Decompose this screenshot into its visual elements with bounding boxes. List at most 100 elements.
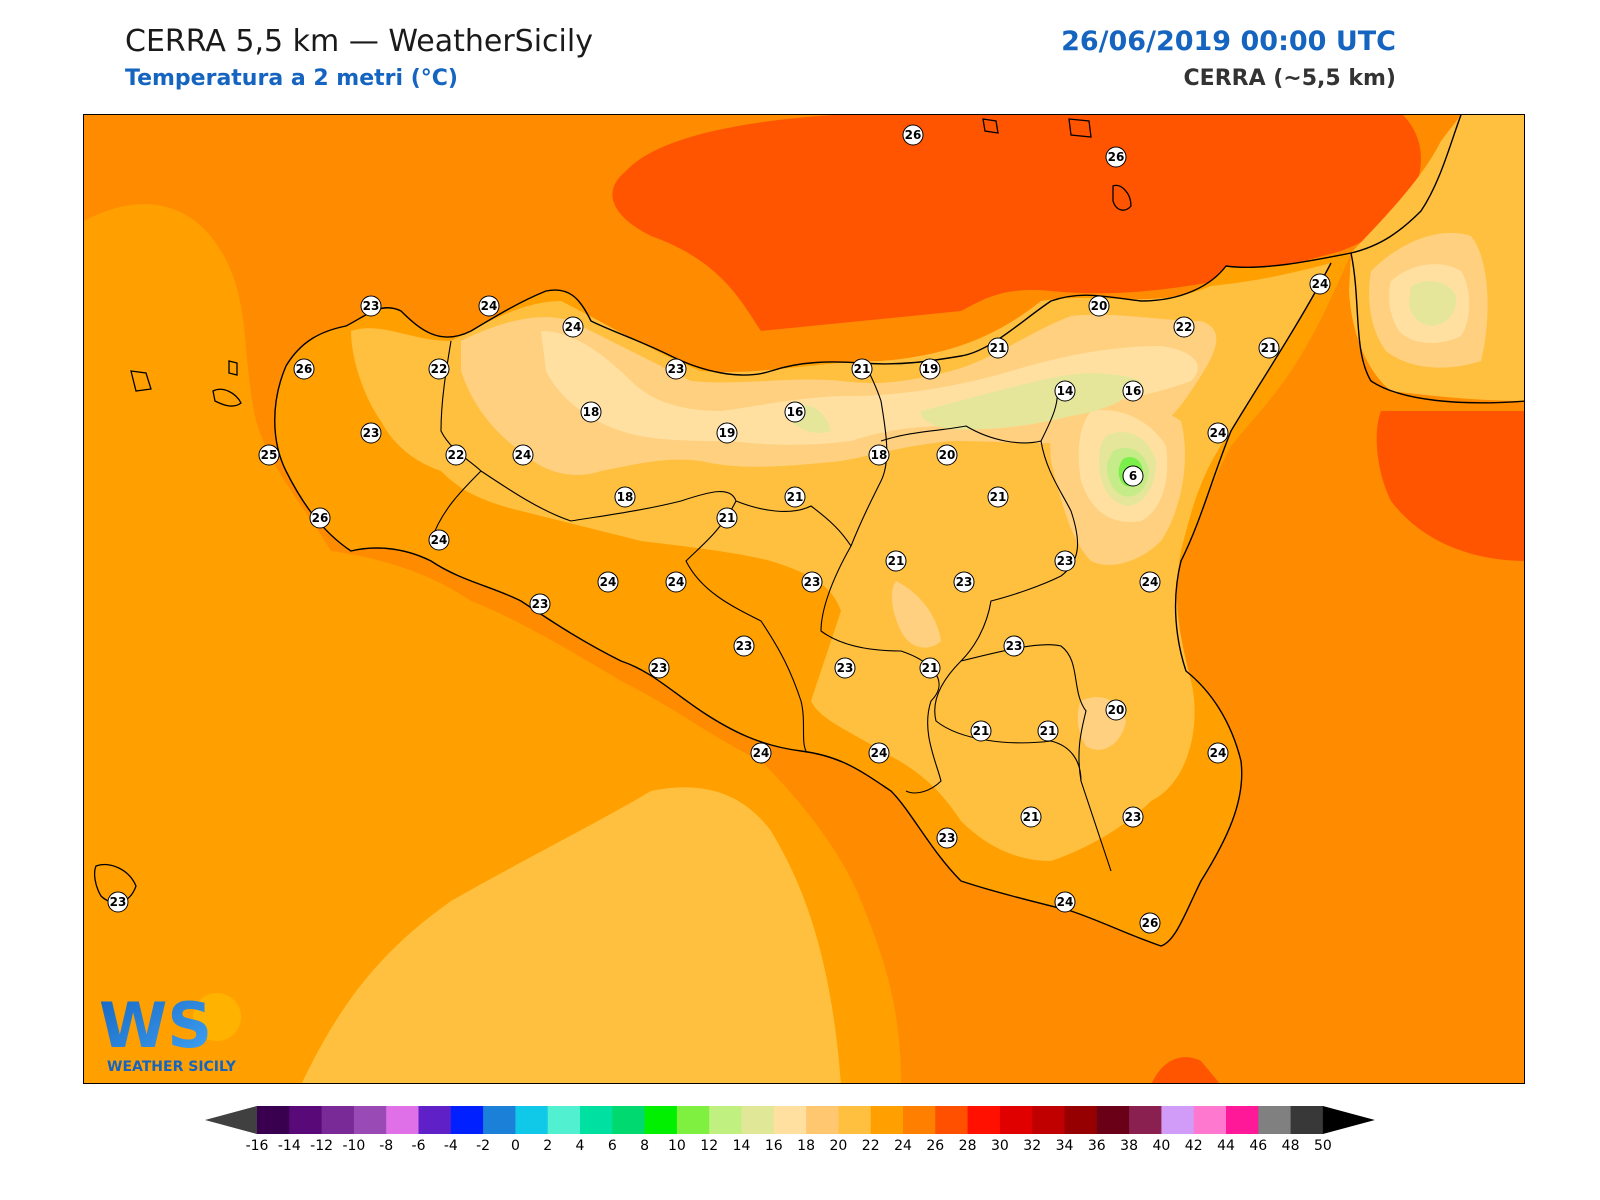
- station-marker: [512, 444, 534, 466]
- station-marker: [1207, 422, 1229, 444]
- station-temperature-label: 16: [1125, 384, 1142, 398]
- station-marker: [597, 571, 619, 593]
- station-marker: [716, 422, 738, 444]
- station-marker: [1122, 465, 1144, 487]
- colorbar-swatch: [450, 1106, 484, 1134]
- colorbar-tick-label: -16: [246, 1138, 269, 1154]
- colorbar-tick-label: -8: [379, 1138, 393, 1154]
- station-temperature-label: 22: [431, 362, 448, 376]
- map-subtitle: Temperatura a 2 metri (°C): [125, 66, 458, 91]
- map-canvas: 26 26 23 24 24 26 22 23 21 19 21 20 22 24 21 18 19 16 14 16…: [84, 115, 1524, 1083]
- colorbar-swatch: [1290, 1106, 1324, 1134]
- station-marker: [1173, 316, 1195, 338]
- calabria-zone-14-16: [1409, 281, 1457, 326]
- station-markers: 26 26 23 24 24 26 22 23 21 19 21 20 22 24 21 18 19 16 14 16…: [107, 124, 1331, 934]
- colorbar-swatch: [1161, 1106, 1195, 1134]
- station-marker: [1054, 550, 1076, 572]
- station-temperature-label: 23: [363, 426, 380, 440]
- colorbar-tick-label: 20: [829, 1138, 847, 1154]
- station-marker: [750, 742, 772, 764]
- station-marker: [784, 401, 806, 423]
- station-marker: [1139, 912, 1161, 934]
- station-temperature-label: 20: [1108, 703, 1125, 717]
- station-temperature-label: 6: [1129, 469, 1137, 483]
- station-temperature-label: 24: [515, 448, 532, 462]
- station-temperature-label: 24: [1210, 746, 1227, 760]
- colorbar-swatch: [1064, 1106, 1098, 1134]
- station-temperature-label: 24: [1312, 277, 1329, 291]
- logo-caption: WEATHER SICILY: [107, 1059, 237, 1075]
- colorbar-tick-label: 18: [797, 1138, 815, 1154]
- colorbar-under-arrow: [205, 1106, 257, 1134]
- station-temperature-label: 16: [787, 405, 804, 419]
- station-temperature-label: 23: [736, 639, 753, 653]
- colorbar-tick-label: 38: [1120, 1138, 1138, 1154]
- station-marker: [529, 593, 551, 615]
- station-marker: [258, 444, 280, 466]
- colorbar-swatch: [257, 1106, 290, 1134]
- station-temperature-label: 23: [1057, 554, 1074, 568]
- colorbar-tick-label: 34: [1056, 1138, 1074, 1154]
- colorbar-swatch: [1032, 1106, 1065, 1134]
- station-marker: [868, 444, 890, 466]
- station-marker: [428, 529, 450, 551]
- colorbar-swatch: [741, 1106, 775, 1134]
- station-temperature-label: 26: [312, 511, 329, 525]
- station-temperature-label: 24: [871, 746, 888, 760]
- colorbar-swatch: [709, 1106, 742, 1134]
- station-marker: [428, 358, 450, 380]
- station-temperature-label: 24: [753, 746, 770, 760]
- station-temperature-label: 21: [888, 554, 905, 568]
- colorbar-swatch: [580, 1106, 613, 1134]
- colorbar-swatch: [321, 1106, 355, 1134]
- colorbar-swatch: [1096, 1106, 1130, 1134]
- colorbar-tick-label: 40: [1152, 1138, 1170, 1154]
- colorbar: -16 -14 -12 -10 -8 -6 -4 -2 0 2 4 6 8 10 12 14 16 18 20 22 2…: [205, 1106, 1375, 1154]
- station-temperature-label: 24: [565, 320, 582, 334]
- station-temperature-label: 24: [431, 533, 448, 547]
- colorbar-swatch: [1129, 1106, 1162, 1134]
- colorbar-tick-label: 30: [991, 1138, 1009, 1154]
- station-temperature-label: 26: [905, 128, 922, 142]
- station-temperature-label: 21: [1023, 810, 1040, 824]
- station-temperature-label: 18: [617, 490, 634, 504]
- station-temperature-label: 21: [1261, 341, 1278, 355]
- colorbar-tick-label: 0: [511, 1138, 520, 1154]
- colorbar-swatch: [612, 1106, 646, 1134]
- colorbar-tick-label: 24: [894, 1138, 912, 1154]
- station-temperature-label: 21: [1040, 724, 1057, 738]
- station-temperature-label: 24: [1210, 426, 1227, 440]
- colorbar-swatch: [483, 1106, 516, 1134]
- station-temperature-label: 25: [261, 448, 278, 462]
- station-marker: [1207, 742, 1229, 764]
- colorbar-tick-label: 6: [608, 1138, 617, 1154]
- colorbar-tick-label: -6: [412, 1138, 426, 1154]
- station-marker: [614, 486, 636, 508]
- station-temperature-label: 20: [1091, 299, 1108, 313]
- station-temperature-label: 21: [990, 341, 1007, 355]
- station-marker: [360, 422, 382, 444]
- station-temperature-label: 26: [296, 362, 313, 376]
- colorbar-swatch: [1226, 1106, 1259, 1134]
- station-temperature-label: 22: [448, 448, 465, 462]
- station-marker: [1105, 699, 1127, 721]
- model-label: CERRA (~5,5 km): [1183, 66, 1396, 91]
- colorbar-swatch: [644, 1106, 678, 1134]
- station-marker: [953, 571, 975, 593]
- station-marker: [1122, 806, 1144, 828]
- station-marker: [1139, 571, 1161, 593]
- station-marker: [1054, 380, 1076, 402]
- station-temperature-label: 23: [363, 299, 380, 313]
- colorbar-swatch: [935, 1106, 969, 1134]
- colorbar-swatch: [547, 1106, 581, 1134]
- colorbar-tick-label: 4: [576, 1138, 585, 1154]
- colorbar-swatch: [773, 1106, 807, 1134]
- island-egadi: [212, 360, 242, 407]
- station-marker: [648, 657, 670, 679]
- station-temperature-label: 24: [600, 575, 617, 589]
- station-marker: [801, 571, 823, 593]
- station-marker: [562, 316, 584, 338]
- station-temperature-label: 23: [956, 575, 973, 589]
- station-temperature-label: 23: [837, 661, 854, 675]
- station-marker: [665, 571, 687, 593]
